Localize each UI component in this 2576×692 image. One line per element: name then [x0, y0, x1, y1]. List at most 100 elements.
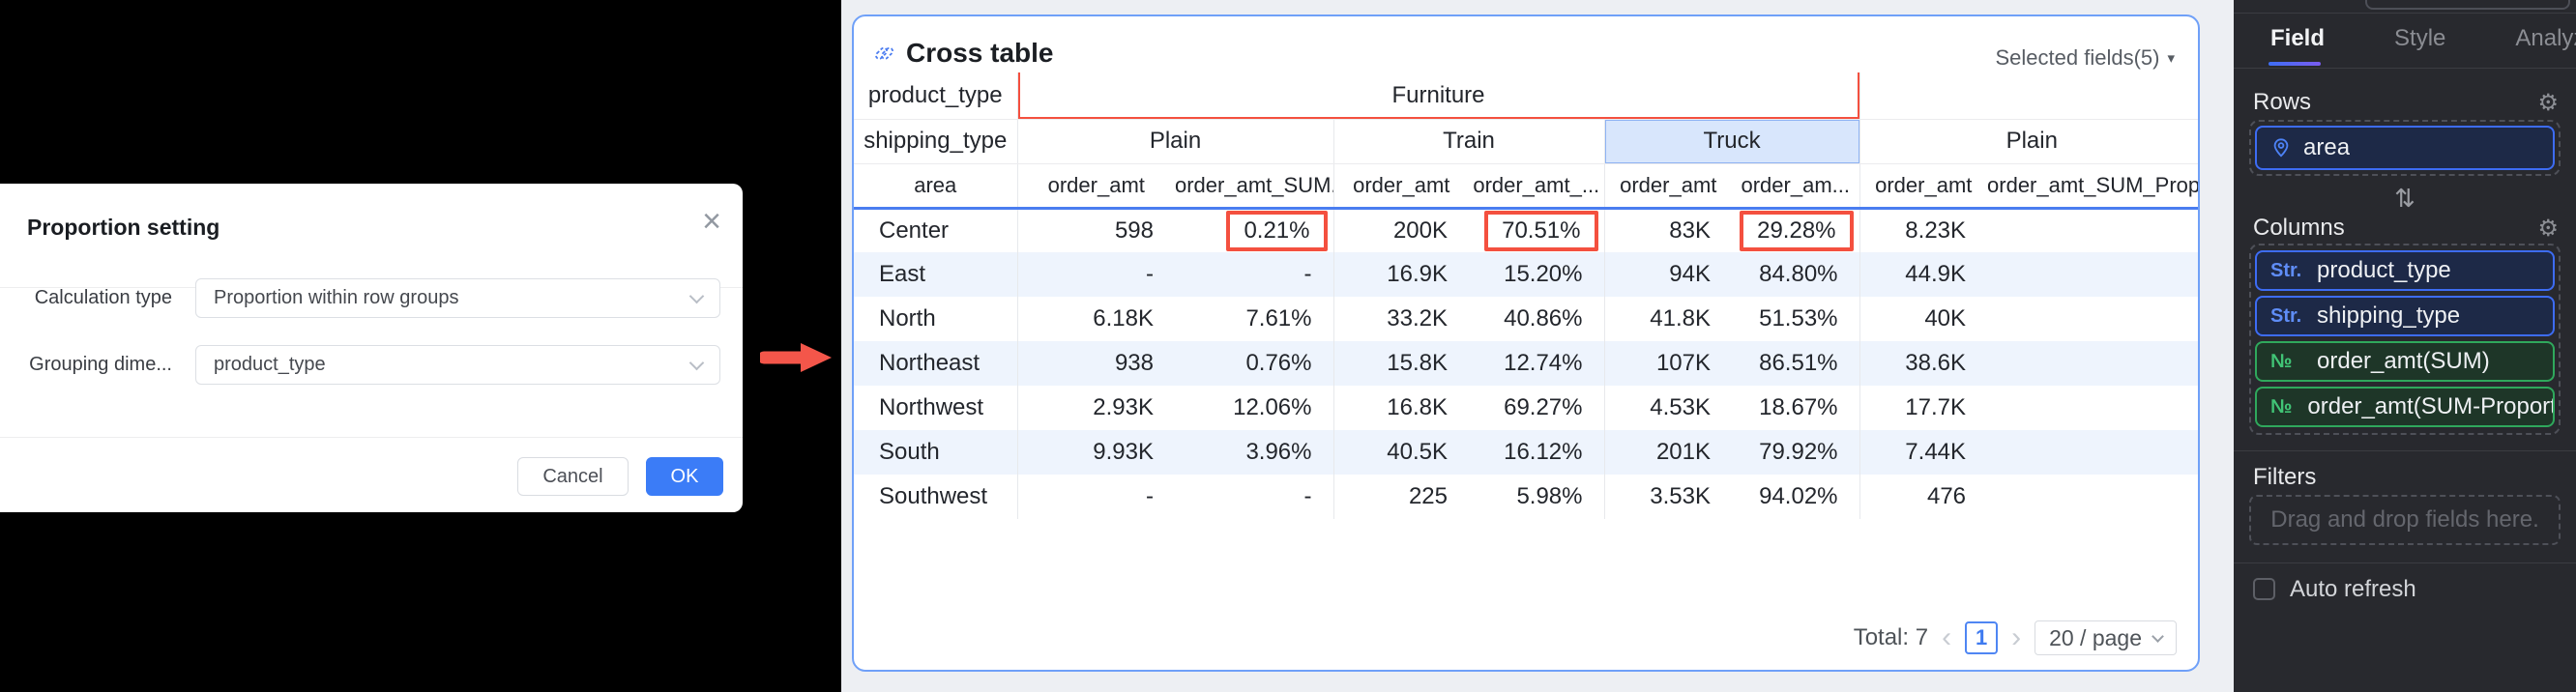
value-cell[interactable]: - [1175, 475, 1334, 519]
shipping-type-label[interactable]: shipping_type [854, 119, 1018, 164]
cancel-button[interactable]: Cancel [517, 457, 629, 496]
swap-rows-columns-icon[interactable]: ⇅ [2394, 184, 2415, 213]
value-cell[interactable]: 12.74% [1469, 341, 1605, 386]
close-icon[interactable]: × [702, 203, 721, 240]
value-cell[interactable]: - [1146, 483, 1154, 509]
value-cell[interactable]: 33.2K [1387, 305, 1448, 332]
page-size-select[interactable]: 20 / page [2034, 620, 2177, 655]
value-cell[interactable]: 86.51% [1732, 341, 1860, 386]
tab-analyze[interactable]: Analyze [2515, 25, 2576, 51]
area-cell[interactable]: Northeast [854, 341, 1018, 386]
value-cell[interactable]: 3.53K [1650, 483, 1711, 509]
columns-dropzone[interactable]: Str. product_type Str. shipping_type № o… [2249, 244, 2561, 435]
value-cell-red-boxed[interactable]: 70.51% [1469, 208, 1605, 252]
value-cell[interactable]: 225 [1408, 483, 1448, 509]
group-plain-2[interactable]: Plain [1859, 119, 2198, 164]
columns-chip-order-amt-proportion[interactable]: № order_amt(SUM-Proportion wit... [2255, 387, 2555, 427]
page-number-button[interactable]: 1 [1965, 621, 1999, 654]
value-cell[interactable] [1987, 208, 2198, 252]
value-cell[interactable]: 16.8K [1387, 394, 1448, 420]
selected-fields-dropdown[interactable]: Selected fields(5) ▾ [1995, 45, 2175, 71]
gear-icon[interactable]: ⚙ [2537, 90, 2559, 116]
group-train[interactable]: Train [1333, 119, 1605, 164]
value-cell[interactable]: 40.86% [1469, 297, 1605, 341]
value-cell[interactable]: 5.98% [1469, 475, 1605, 519]
area-cell[interactable]: North [854, 297, 1018, 341]
rows-chip-area[interactable]: area [2255, 126, 2555, 170]
columns-chip-shipping-type[interactable]: Str. shipping_type [2255, 296, 2555, 336]
value-cell[interactable]: 83K [1669, 216, 1711, 244]
filters-dropzone[interactable]: Drag and drop fields here. [2249, 495, 2561, 545]
value-cell[interactable]: 15.20% [1469, 252, 1605, 297]
value-cell[interactable]: 6.18K [1093, 305, 1154, 332]
value-cell[interactable]: 200K [1392, 216, 1448, 244]
area-cell[interactable]: Southwest [854, 475, 1018, 519]
value-cell[interactable]: 7.61% [1175, 297, 1334, 341]
value-cell[interactable] [1987, 430, 2198, 475]
value-cell[interactable]: 69.27% [1469, 386, 1605, 430]
value-cell[interactable]: 107K [1604, 341, 1732, 386]
value-cell[interactable] [1987, 297, 2198, 341]
tab-field[interactable]: Field [2270, 25, 2326, 51]
value-cell[interactable]: 4.53K [1650, 394, 1711, 420]
value-cell[interactable]: 17.7K [1905, 394, 1967, 420]
area-cell[interactable]: Northwest [854, 386, 1018, 430]
col-header[interactable]: order_amt_SUM... [1175, 163, 1334, 210]
columns-chip-order-amt-sum[interactable]: № order_amt(SUM) [2255, 341, 2555, 382]
value-cell[interactable]: 44.9K [1859, 252, 1988, 297]
value-cell[interactable]: 94K [1604, 252, 1732, 297]
value-cell[interactable]: 7.44K [1859, 430, 1988, 475]
value-cell[interactable] [1987, 386, 2198, 430]
value-cell-red-boxed[interactable]: 0.21% [1175, 208, 1334, 252]
value-cell[interactable]: 938 [1017, 341, 1175, 386]
calculation-type-select[interactable]: Proportion within row groups [195, 278, 720, 318]
col-header[interactable]: order_amt [1859, 163, 1988, 210]
area-cell[interactable]: Center [854, 208, 1018, 252]
value-cell[interactable]: 12.06% [1175, 386, 1334, 430]
value-cell[interactable]: - [1017, 252, 1175, 297]
auto-refresh-checkbox[interactable] [2253, 578, 2275, 600]
rows-dropzone[interactable]: area [2249, 120, 2561, 176]
next-page-icon[interactable]: › [2011, 621, 2022, 653]
value-cell[interactable]: 51.53% [1732, 297, 1860, 341]
furniture-cell[interactable]: Furniture [1017, 72, 1860, 120]
value-cell[interactable]: 3.96% [1175, 430, 1334, 475]
value-cell[interactable]: 79.92% [1732, 430, 1860, 475]
prev-page-icon[interactable]: ‹ [1942, 621, 1952, 653]
ok-button[interactable]: OK [646, 457, 723, 496]
value-cell[interactable] [1987, 252, 2198, 297]
col-header[interactable]: order_amt [1604, 163, 1732, 210]
value-cell[interactable]: 40.5K [1333, 430, 1469, 475]
col-header[interactable]: order_amt_SUM_Propo [1987, 163, 2198, 210]
value-cell[interactable]: 9.93K [1017, 430, 1175, 475]
value-cell[interactable]: 18.67% [1732, 386, 1860, 430]
value-cell[interactable]: 16.9K [1333, 252, 1469, 297]
value-cell[interactable]: 41.8K [1650, 305, 1711, 332]
col-header[interactable]: order_amt [1333, 163, 1469, 210]
area-cell[interactable]: East [854, 252, 1018, 297]
gear-icon[interactable]: ⚙ [2537, 216, 2559, 242]
group-truck-highlighted[interactable]: Truck [1604, 119, 1860, 164]
col-header[interactable]: order_am... [1732, 163, 1860, 210]
value-cell[interactable]: 84.80% [1732, 252, 1860, 297]
value-cell[interactable]: - [1175, 252, 1334, 297]
value-cell[interactable]: 40K [1924, 305, 1967, 332]
area-header[interactable]: area [854, 163, 1018, 210]
value-cell[interactable]: 8.23K [1905, 216, 1967, 244]
area-cell[interactable]: South [854, 430, 1018, 475]
grouping-dimension-select[interactable]: product_type [195, 345, 720, 385]
value-cell[interactable]: 38.6K [1859, 341, 1988, 386]
product-type-label[interactable]: product_type [854, 72, 1018, 120]
group-plain[interactable]: Plain [1017, 119, 1334, 164]
value-cell[interactable]: 0.76% [1175, 341, 1334, 386]
col-header[interactable]: order_amt_... [1469, 163, 1605, 210]
value-cell[interactable]: 15.8K [1333, 341, 1469, 386]
value-cell[interactable]: 16.12% [1469, 430, 1605, 475]
value-cell[interactable]: 476 [1926, 483, 1967, 509]
value-cell-red-boxed[interactable]: 29.28% [1732, 208, 1860, 252]
columns-chip-product-type[interactable]: Str. product_type [2255, 250, 2555, 291]
value-cell[interactable]: 94.02% [1732, 475, 1860, 519]
value-cell[interactable] [1987, 475, 2198, 519]
col-header[interactable]: order_amt [1017, 163, 1175, 210]
value-cell[interactable]: 2.93K [1093, 394, 1154, 420]
